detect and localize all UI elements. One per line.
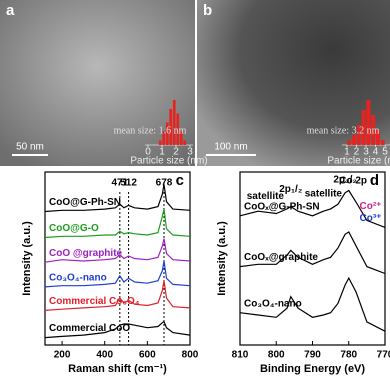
x-tick-label: 770 — [377, 350, 390, 361]
x-tick-label: 5 — [382, 147, 388, 158]
spectrum-line — [44, 184, 191, 213]
series-label: CoO@G-Ph-SN — [49, 197, 121, 208]
x-tick-label: 2 — [354, 147, 360, 158]
histogram-bar — [356, 125, 361, 145]
panel-letter: a — [6, 2, 15, 19]
histogram-bar — [172, 100, 176, 145]
x-tick-label: 1 — [159, 147, 165, 158]
histogram-bar — [375, 130, 380, 145]
annotation: Co²⁺ — [360, 201, 382, 212]
chart-title: Co 2p — [339, 176, 367, 187]
annotation: 2p₃/₂ — [333, 175, 357, 186]
series-label: CoOₓ@G-Ph-SN — [244, 201, 320, 212]
histogram-bar — [361, 110, 366, 145]
scale-bar-label: 100 nm — [214, 142, 247, 153]
histogram-bar — [347, 140, 352, 145]
panel-letter: d — [370, 172, 379, 189]
peak-label: 678 — [156, 178, 173, 189]
annotation: satellite — [305, 189, 343, 200]
spectrum-line — [44, 280, 191, 311]
x-tick-label: 790 — [304, 350, 321, 361]
peak-label: 512 — [120, 178, 137, 189]
series-label: Co₃O₄-nano — [244, 298, 302, 309]
annotation: mean size: 3.2 nm — [307, 125, 380, 136]
spectrum-line — [44, 208, 191, 239]
x-tick-label: 400 — [96, 350, 113, 361]
series-label: Commercial CoO — [49, 323, 130, 334]
x-axis-label: Binding Energy (eV) — [260, 363, 365, 375]
histogram-bar — [352, 135, 357, 145]
spectrum-line — [239, 189, 386, 228]
histogram-bar — [380, 140, 385, 145]
x-tick-label: 3 — [363, 147, 369, 158]
spectrum-line — [44, 260, 191, 288]
x-tick-label: 200 — [54, 350, 71, 361]
series-label: Co₃O₄-nano — [49, 273, 107, 284]
annotation: mean size: 1.6 nm — [114, 125, 187, 136]
x-tick-label: 4 — [373, 147, 379, 158]
series-label: CoO @graphite — [49, 248, 123, 259]
histogram-bar — [179, 131, 183, 145]
plot-frame — [44, 171, 191, 346]
spectrum-line — [239, 231, 386, 275]
x-tick-label: 0 — [145, 147, 151, 158]
x-axis-label: Particle size (nm) — [130, 156, 207, 167]
x-tick-label: 2 — [173, 147, 179, 158]
series-label: Commercial Co₃O₄ — [49, 296, 140, 307]
spectrum-line — [44, 238, 191, 263]
spectrum-line — [44, 320, 191, 339]
y-axis-label: Intensity (a.u.) — [21, 221, 33, 296]
x-tick-label: 800 — [268, 350, 285, 361]
histogram-bar — [371, 115, 376, 145]
x-tick-label: 3 — [187, 147, 193, 158]
x-axis-label: Raman shift (cm⁻¹) — [68, 363, 167, 375]
annotation: 2p₁/₂ — [279, 184, 302, 195]
annotation: satellite — [247, 191, 285, 202]
series-label: CoO@G-O — [49, 223, 99, 234]
histogram-bar — [366, 100, 371, 145]
panel-letter: b — [203, 2, 212, 19]
x-axis-label: Particle size (nm) — [327, 156, 390, 167]
y-axis-label: Intensity (a.u.) — [216, 221, 228, 296]
x-tick-label: 600 — [139, 350, 156, 361]
histogram-bar — [158, 140, 162, 145]
peak-label: 471 — [112, 178, 129, 189]
histogram-bar — [165, 122, 169, 145]
x-tick-label: 800 — [182, 350, 199, 361]
series-label: CoOₓ@graphite — [244, 252, 318, 263]
x-tick-label: 810 — [232, 350, 249, 361]
scale-bar-label: 50 nm — [16, 142, 44, 153]
spectrum-line — [239, 276, 386, 332]
histogram-bar — [176, 113, 180, 145]
x-tick-label: 780 — [340, 350, 357, 361]
x-tick-label: 1 — [344, 147, 350, 158]
histogram-bar — [169, 109, 173, 145]
panel-letter: c — [176, 172, 184, 189]
histogram-bar — [162, 131, 166, 145]
histogram-bar — [183, 140, 187, 145]
annotation: Co³⁺ — [360, 213, 382, 224]
